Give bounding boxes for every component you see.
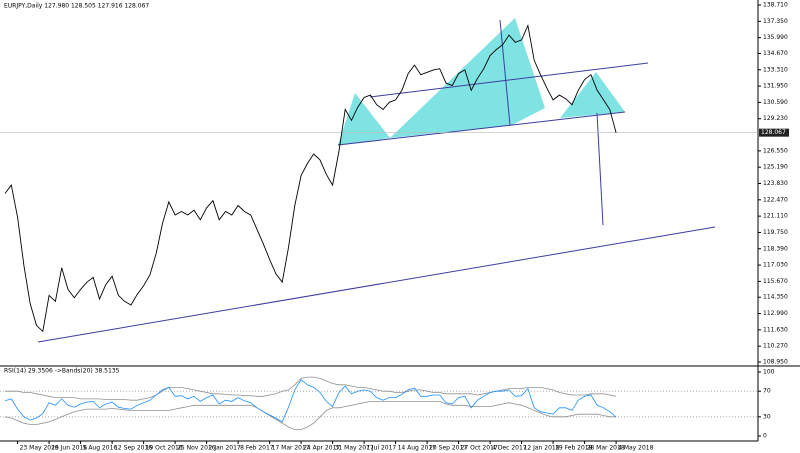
y-tick-label: 108.950 xyxy=(763,359,788,366)
indicator-line xyxy=(4,379,617,423)
x-tick-label: 8 Feb 2017 xyxy=(240,445,274,452)
x-tick-label: 27 Oct 2017 xyxy=(461,445,498,452)
y-tick-label: 111.630 xyxy=(763,326,788,333)
y-tick-label: 133.310 xyxy=(763,66,788,73)
price-line xyxy=(4,23,617,333)
channel-line xyxy=(369,62,649,98)
x-tick-label: 19 Oct 2016 xyxy=(146,445,183,452)
y-tick-label: 129.230 xyxy=(763,115,788,122)
x-tick-label: 20 Sep 2017 xyxy=(429,445,467,452)
x-tick-label: 12 Jan 2018 xyxy=(524,445,560,452)
last-price-label: 128.067 xyxy=(761,129,786,136)
y-tick-label: 138.710 xyxy=(763,2,788,9)
projection-line xyxy=(499,19,511,126)
last-price-box xyxy=(759,128,789,137)
x-tick-label: 24 Apr 2017 xyxy=(303,445,340,452)
y-tick-label: 130.590 xyxy=(763,99,788,106)
x-tick-label: 23 May 2016 xyxy=(20,445,59,452)
y-tick-label: 100 xyxy=(763,369,775,376)
y-tick-label: 131.950 xyxy=(763,83,788,90)
y-tick-label: 0 xyxy=(763,433,767,440)
y-tick-label: 118.390 xyxy=(763,245,788,252)
right-shoulder xyxy=(560,72,625,118)
y-tick-label: 115.670 xyxy=(763,278,788,285)
x-tick-label: 12 Sep 2016 xyxy=(114,445,152,452)
left-shoulder xyxy=(338,93,390,145)
y-tick-label: 123.830 xyxy=(763,180,788,187)
y-tick-label: 70 xyxy=(763,388,771,395)
y-tick-label: 114.350 xyxy=(763,294,788,301)
x-tick-label: 28 Mar 2018 xyxy=(587,445,625,452)
x-tick-label: 25 Nov 2016 xyxy=(177,445,216,452)
y-tick-label: 121.110 xyxy=(763,213,788,220)
trend-line xyxy=(37,226,716,343)
x-tick-label: 29 Jun 2016 xyxy=(51,445,87,452)
y-tick-label: 137.350 xyxy=(763,18,788,25)
neckline xyxy=(337,111,626,146)
chart-header: EURJPY,Daily 127.980 128.505 127.916 128… xyxy=(4,3,149,10)
x-tick-label: 4 May 2018 xyxy=(618,445,653,452)
y-tick-label: 134.670 xyxy=(763,50,788,57)
y-tick-label: 122.470 xyxy=(763,196,788,203)
indicator-title: RSI(14) 29.3506 ->Bands(20) 38.5135 xyxy=(4,368,120,375)
x-tick-label: 17 Mar 2017 xyxy=(272,445,310,452)
x-tick-label: 31 May 2017 xyxy=(335,445,374,452)
y-tick-label: 126.550 xyxy=(763,147,788,154)
y-tick-label: 117.030 xyxy=(763,262,788,269)
indicator-line xyxy=(4,401,617,430)
y-tick-label: 125.190 xyxy=(763,164,788,171)
y-tick-label: 112.990 xyxy=(763,310,788,317)
x-tick-label: 4 Dec 2017 xyxy=(492,445,527,452)
y-tick-label: 135.990 xyxy=(763,34,788,41)
x-tick-label: 2 Jan 2017 xyxy=(209,445,241,452)
projection-line xyxy=(596,112,604,226)
indicator-line xyxy=(5,376,617,401)
x-tick-label: 5 Aug 2016 xyxy=(83,445,118,452)
x-tick-label: 14 Aug 2017 xyxy=(398,445,437,452)
y-tick-label: 30 xyxy=(763,413,771,420)
x-tick-label: 19 Feb 2018 xyxy=(555,445,593,452)
y-tick-label: 110.270 xyxy=(763,343,788,350)
y-tick-label: 119.750 xyxy=(763,229,788,236)
x-tick-label: 7 Jul 2017 xyxy=(366,445,396,452)
